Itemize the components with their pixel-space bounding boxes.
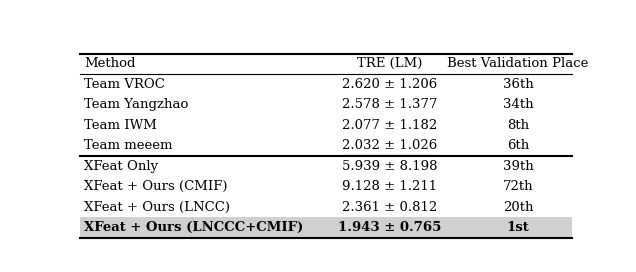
Text: 2.361 ± 0.812: 2.361 ± 0.812 — [342, 201, 438, 214]
Text: 9.128 ± 1.211: 9.128 ± 1.211 — [342, 180, 438, 193]
Text: 2.032 ± 1.026: 2.032 ± 1.026 — [342, 139, 438, 152]
Text: XFeat + Ours (LNCCC+CMIF): XFeat + Ours (LNCCC+CMIF) — [85, 221, 303, 234]
Bar — [80, 217, 572, 238]
Text: 39th: 39th — [503, 160, 534, 173]
Text: 5.939 ± 8.198: 5.939 ± 8.198 — [342, 160, 438, 173]
Text: 2.620 ± 1.206: 2.620 ± 1.206 — [342, 78, 438, 91]
Text: 2.077 ± 1.182: 2.077 ± 1.182 — [342, 119, 438, 132]
Text: 36th: 36th — [503, 78, 534, 91]
Text: Method: Method — [85, 57, 136, 70]
Text: 34th: 34th — [503, 98, 534, 111]
Text: XFeat + Ours (CMIF): XFeat + Ours (CMIF) — [85, 180, 228, 193]
Text: Team IWM: Team IWM — [85, 119, 157, 132]
Text: Best Validation Place: Best Validation Place — [448, 57, 589, 70]
Text: 2.578 ± 1.377: 2.578 ± 1.377 — [342, 98, 438, 111]
Text: 8th: 8th — [507, 119, 529, 132]
Text: XFeat Only: XFeat Only — [85, 160, 158, 173]
Text: XFeat + Ours (LNCC): XFeat + Ours (LNCC) — [85, 201, 230, 214]
Text: 1.943 ± 0.765: 1.943 ± 0.765 — [338, 221, 442, 234]
Text: 6th: 6th — [507, 139, 529, 152]
Text: Team VROC: Team VROC — [85, 78, 165, 91]
Text: Team meeem: Team meeem — [85, 139, 173, 152]
Text: TRE (LM): TRE (LM) — [357, 57, 423, 70]
Text: 1st: 1st — [507, 221, 530, 234]
Text: 20th: 20th — [503, 201, 534, 214]
Text: 72th: 72th — [503, 180, 534, 193]
Text: Team Yangzhao: Team Yangzhao — [85, 98, 189, 111]
